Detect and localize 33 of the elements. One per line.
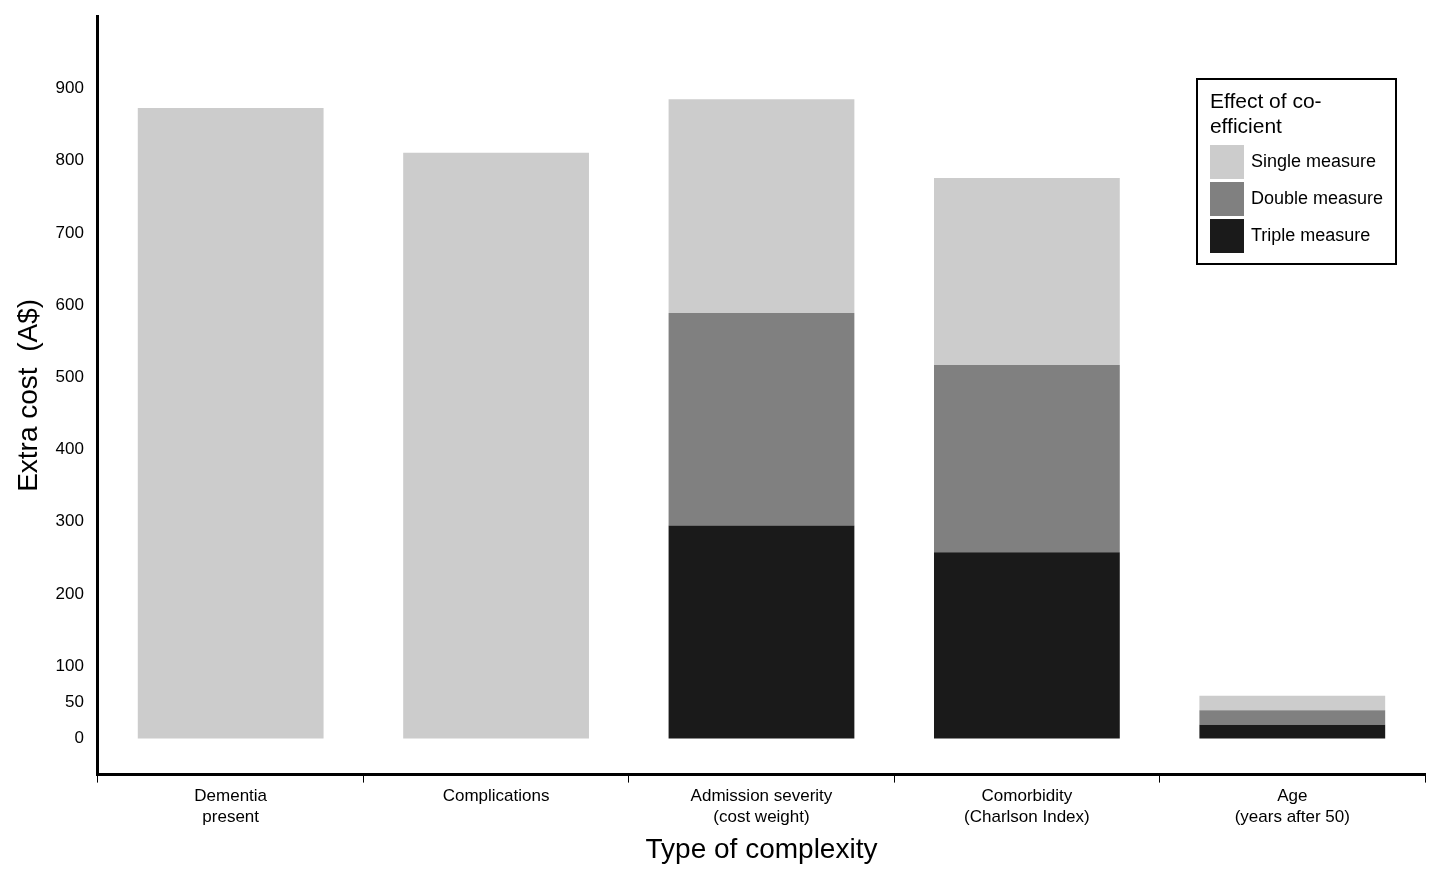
y-tick-label: 300 <box>55 511 84 531</box>
bar <box>668 313 855 526</box>
x-tick-label: Dementia present <box>194 786 268 826</box>
y-tick-label: 100 <box>55 655 84 675</box>
legend-label: Triple measure <box>1250 225 1371 247</box>
bar <box>1199 695 1386 711</box>
y-tick-label: 0 <box>74 728 84 748</box>
legend-title: Effect of co-efficient <box>1209 88 1323 139</box>
y-tick-label: 500 <box>55 367 84 387</box>
bar <box>1199 724 1386 739</box>
bar <box>137 107 324 739</box>
bar <box>1199 710 1386 725</box>
y-axis-title: Extra cost (A$) <box>11 298 43 492</box>
y-tick-label: 900 <box>55 78 84 98</box>
y-tick-label: 600 <box>55 294 84 314</box>
bar <box>668 525 855 739</box>
y-tick-label: 700 <box>55 222 84 242</box>
bar <box>668 99 855 314</box>
y-tick-label: 200 <box>55 583 84 603</box>
legend-label: Single measure <box>1250 151 1376 173</box>
y-tick-label: 400 <box>55 439 84 459</box>
y-tick-label: 50 <box>65 692 84 712</box>
x-axis-title: Type of complexity <box>645 832 878 864</box>
legend-label: Double measure <box>1250 188 1383 210</box>
x-tick-label: Complications <box>442 786 550 806</box>
bar <box>934 177 1120 366</box>
bar <box>934 552 1120 739</box>
x-tick-label: Comorbidity (Charlson Index) <box>964 786 1090 826</box>
x-tick-label: Age (years after 50) <box>1234 786 1350 826</box>
y-tick-label: 800 <box>55 150 84 170</box>
bar <box>403 152 589 739</box>
bar <box>934 365 1120 553</box>
x-tick-label: Admission severity (cost weight) <box>690 786 833 826</box>
